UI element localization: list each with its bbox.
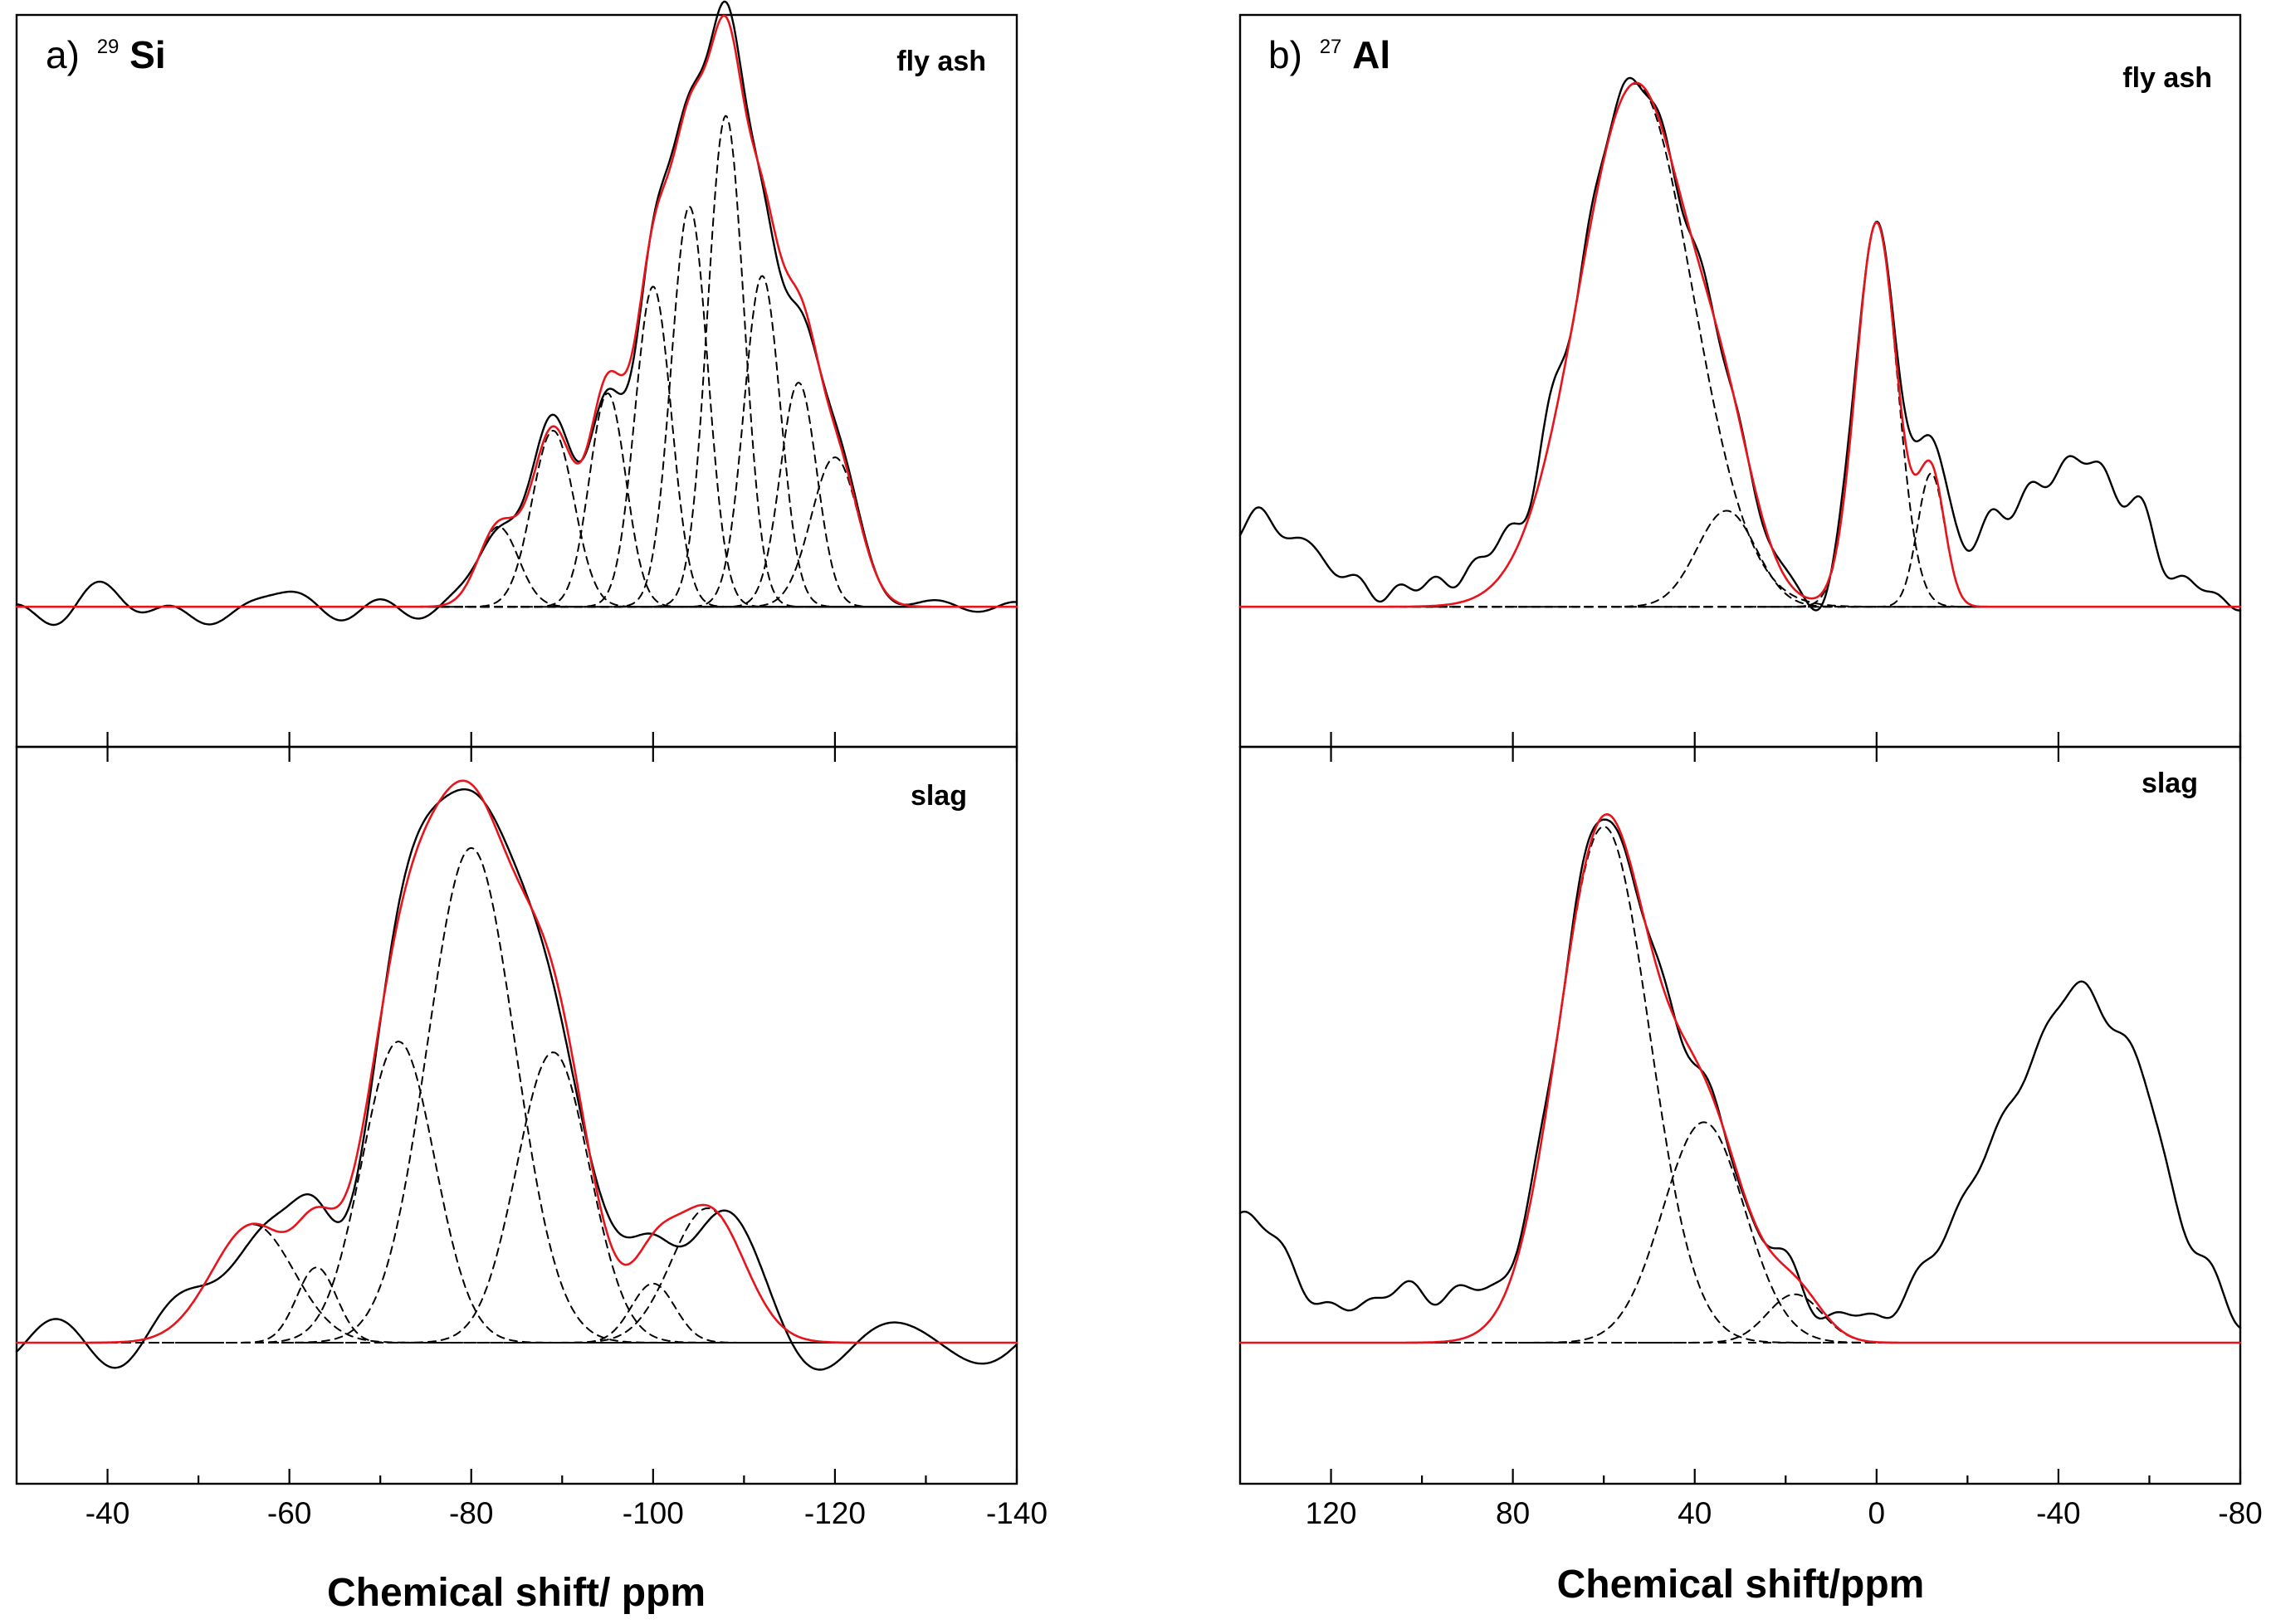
plot-si-fly-ash <box>15 0 1018 627</box>
x-axis-label-a: Chemical shift/ ppm <box>327 1571 706 1615</box>
experimental-spectrum-al-fly-ash <box>1238 76 2242 612</box>
x-tick-label-al-slag-5: -80 <box>2218 1496 2262 1530</box>
experimental-spectrum-si-slag <box>15 788 1018 1371</box>
x-tick-label-al-slag-1: 80 <box>1496 1496 1530 1530</box>
panel-a-bottom-frame <box>15 745 1018 1485</box>
experimental-spectrum-si-fly-ash <box>15 0 1018 627</box>
plot-al-slag <box>1238 813 2242 1344</box>
x-tick-label-al-slag-0: 120 <box>1306 1496 1357 1530</box>
x-tick-label-si-slag-0: -40 <box>85 1496 129 1530</box>
component-peak-si-slag-4 <box>16 1051 1018 1344</box>
panel-a-title: a) 29 Si <box>46 18 166 76</box>
x-tick-label-si-slag-1: -60 <box>267 1496 311 1530</box>
panel-a-top-frame <box>15 13 1018 749</box>
component-peak-si-fly-ash-5 <box>16 115 1018 608</box>
x-tick-label-si-slag-2: -80 <box>449 1496 493 1530</box>
component-peak-si-fly-ash-2 <box>16 393 1018 608</box>
component-peak-si-slag-3 <box>16 846 1018 1344</box>
component-peak-si-slag-6 <box>16 1207 1018 1344</box>
panel-a-element: Si <box>129 33 165 76</box>
panel-a-letter: a) <box>46 33 80 76</box>
x-tick-label-al-slag-2: 40 <box>1678 1496 1712 1530</box>
component-peak-al-slag-2 <box>1239 1293 2241 1344</box>
component-peak-si-slag-0 <box>16 1223 1018 1344</box>
x-tick-label-al-slag-3: 0 <box>1868 1496 1886 1530</box>
component-peak-al-fly-ash-3 <box>1239 472 2241 608</box>
label-si-fly-ash: fly ash <box>896 46 986 77</box>
x-axis-label-b: Chemical shift/ppm <box>1557 1563 1925 1607</box>
component-peak-si-fly-ash-3 <box>16 285 1018 608</box>
component-peak-si-fly-ash-7 <box>16 382 1018 608</box>
label-si-slag: slag <box>911 780 967 812</box>
component-peak-si-fly-ash-6 <box>16 275 1018 608</box>
panel-b-bottom-frame <box>1238 745 2242 1485</box>
fit-curve-al-fly-ash <box>1238 81 2242 608</box>
fit-curve-si-slag <box>15 779 1018 1344</box>
panel-b-letter: b) <box>1268 33 1302 76</box>
component-peak-al-slag-1 <box>1239 1121 2241 1344</box>
x-tick-label-al-slag-4: -40 <box>2036 1496 2080 1530</box>
component-peak-si-fly-ash-8 <box>16 456 1018 608</box>
panel-b-element: Al <box>1352 33 1390 76</box>
panel-b-mass-number: 27 <box>1320 36 1342 58</box>
fit-curve-si-fly-ash <box>15 14 1018 608</box>
plot-si-slag <box>15 779 1018 1371</box>
x-tick-label-si-slag-3: -100 <box>623 1496 684 1530</box>
label-al-slag: slag <box>2142 768 2198 799</box>
panel-b-title: b) 27 Al <box>1268 18 1390 76</box>
experimental-spectrum-al-slag <box>1238 818 2242 1329</box>
component-peak-al-fly-ash-0 <box>1239 82 2241 608</box>
plot-al-fly-ash <box>1238 76 2242 612</box>
component-peak-al-slag-0 <box>1239 826 2241 1344</box>
component-peak-al-fly-ash-2 <box>1239 222 2241 608</box>
label-al-fly-ash: fly ash <box>2122 62 2212 94</box>
fit-curve-al-slag <box>1238 813 2242 1344</box>
panel-a-mass-number: 29 <box>97 36 120 58</box>
axes-layer: -40 -60 -80 -100 -120 -140 120 80 40 0 -40 -80 <box>85 732 2263 1530</box>
component-peak-si-fly-ash-1 <box>16 430 1018 608</box>
component-peak-si-slag-2 <box>16 1041 1018 1344</box>
x-tick-label-si-slag-5: -140 <box>986 1496 1048 1530</box>
x-tick-label-si-slag-4: -120 <box>804 1496 866 1530</box>
panel-b-top-frame <box>1238 13 2242 749</box>
